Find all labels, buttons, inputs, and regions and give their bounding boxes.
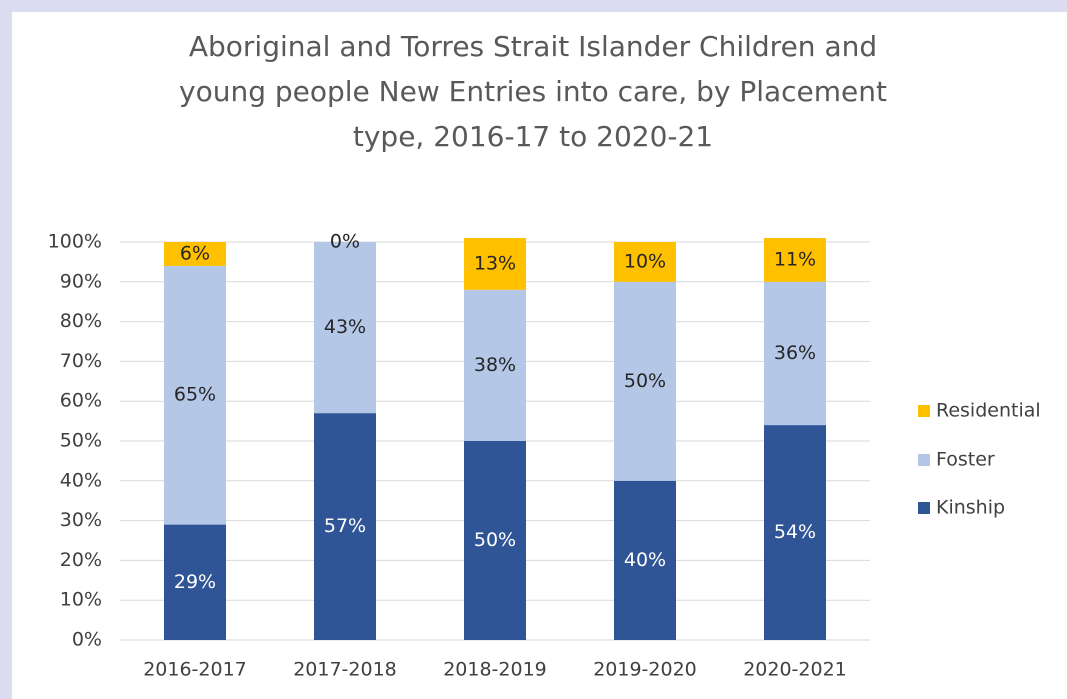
legend-label: Foster	[936, 449, 995, 471]
data-label: 13%	[474, 252, 516, 274]
y-tick-label: 60%	[60, 390, 102, 412]
bar-segment	[464, 289, 526, 441]
data-label: 11%	[774, 248, 816, 270]
y-tick-label: 100%	[48, 231, 102, 253]
bar-segment	[764, 238, 826, 282]
data-label: 38%	[474, 354, 516, 376]
y-tick-label: 10%	[60, 589, 102, 611]
y-tick-label: 30%	[60, 509, 102, 531]
data-label: 54%	[774, 521, 816, 543]
data-label: 10%	[624, 250, 666, 272]
legend-swatch	[918, 405, 930, 417]
data-label: 57%	[324, 515, 366, 537]
legend-swatch	[918, 502, 930, 514]
data-label: 50%	[624, 370, 666, 392]
bar-segment	[764, 281, 826, 426]
legend-label: Residential	[936, 400, 1041, 422]
bar-segment	[764, 425, 826, 640]
data-label: 40%	[624, 549, 666, 571]
y-tick-label: 70%	[60, 350, 102, 372]
data-label: 29%	[174, 571, 216, 593]
bar-segment	[164, 265, 226, 525]
bar-segment	[164, 524, 226, 640]
chart-title: Aboriginal and Torres Strait Islander Ch…	[179, 30, 887, 153]
x-tick-label: 2018-2019	[443, 659, 547, 681]
x-tick-label: 2020-2021	[743, 659, 847, 681]
bar-segment	[464, 441, 526, 640]
data-label: 50%	[474, 529, 516, 551]
x-tick-label: 2019-2020	[593, 659, 697, 681]
x-tick-label: 2016-2017	[143, 659, 247, 681]
bar-segment	[614, 480, 676, 640]
y-tick-label: 0%	[72, 629, 102, 651]
bar-segment	[314, 413, 376, 640]
x-tick-label: 2017-2018	[293, 659, 397, 681]
legend-swatch	[918, 454, 930, 466]
data-label: 36%	[774, 342, 816, 364]
y-tick-label: 50%	[60, 430, 102, 452]
data-label: 0%	[330, 231, 360, 253]
y-tick-label: 90%	[60, 270, 102, 292]
y-tick-label: 40%	[60, 469, 102, 491]
y-tick-label: 20%	[60, 549, 102, 571]
bar-segment	[614, 242, 676, 282]
data-label: 65%	[174, 384, 216, 406]
y-tick-label: 80%	[60, 310, 102, 332]
data-label: 6%	[180, 242, 210, 264]
bar-segment	[464, 238, 526, 290]
bar-segment	[164, 242, 226, 266]
bar-segment	[314, 242, 376, 414]
data-label: 43%	[324, 316, 366, 338]
bar-segment	[614, 281, 676, 481]
legend-label: Kinship	[936, 497, 1005, 519]
